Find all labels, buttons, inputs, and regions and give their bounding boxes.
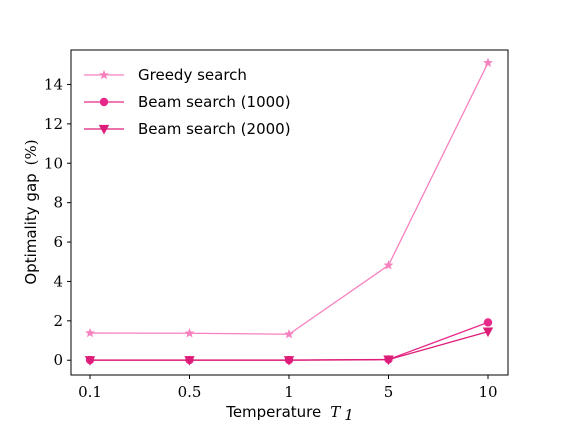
x-tick-label: 0.5 <box>178 383 202 401</box>
legend-label: Beam search (2000) <box>138 120 291 138</box>
x-axis-ticks: 0.1 0.5 1 5 10 <box>78 375 498 401</box>
y-tick-label: 12 <box>44 115 63 133</box>
plot-area <box>70 49 509 376</box>
y-tick-label: 4 <box>53 272 63 290</box>
y-tick-label: 2 <box>53 312 63 330</box>
data-point-3 <box>283 356 295 366</box>
x-tick-label: 1 <box>284 383 294 401</box>
data-point-2 <box>483 318 493 327</box>
y-tick-label: 8 <box>53 194 63 212</box>
data-point-1 <box>184 328 195 338</box>
y-tick-label: 0 <box>53 351 63 369</box>
x-tick-label: 5 <box>384 383 394 401</box>
y-axis-ticks: 0 2 4 6 8 10 12 14 <box>44 75 71 369</box>
data-point-3 <box>84 356 96 366</box>
data-point-1 <box>383 260 394 270</box>
legend-marker <box>99 69 109 80</box>
data-point-1 <box>284 329 294 339</box>
x-axis-label: Temperature T 1 <box>225 403 354 423</box>
y-tick-label: 6 <box>53 233 63 251</box>
y-tick-label: 10 <box>44 154 63 172</box>
legend-marker <box>99 97 109 107</box>
x-tick-label: 10 <box>478 383 497 401</box>
series-layer <box>84 57 494 366</box>
legend: Greedy search Beam search (1000) Beam sear… <box>84 66 291 138</box>
data-point-1 <box>85 327 95 338</box>
y-axis-label: Optimality gap (%) <box>22 139 40 284</box>
x-tick-label: 0.1 <box>78 383 102 401</box>
data-point-1 <box>483 57 493 68</box>
legend-label: Greedy search <box>138 66 247 84</box>
data-point-3 <box>383 355 394 366</box>
legend-marker <box>98 124 110 135</box>
y-tick-label: 14 <box>44 75 63 93</box>
data-point-3 <box>184 356 195 366</box>
legend-label: Beam search (1000) <box>138 93 291 111</box>
data-point-3 <box>482 327 494 338</box>
